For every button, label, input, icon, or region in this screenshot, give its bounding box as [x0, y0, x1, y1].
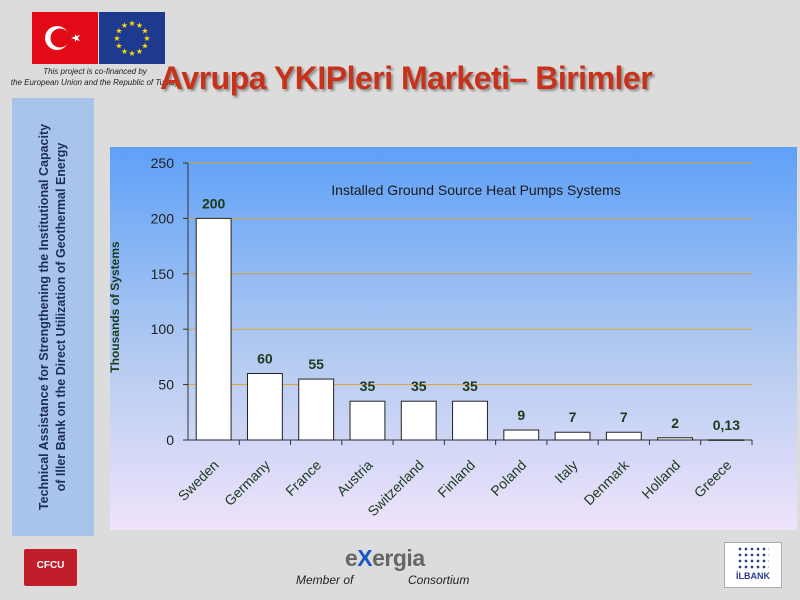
x-tick-label: France — [282, 457, 324, 499]
ilbank-logo-label: İLBANK — [736, 571, 770, 581]
bar-value-label: 9 — [517, 407, 525, 423]
slide-title: Avrupa YKIPleri Marketi– Birimler — [160, 60, 653, 96]
x-tick-label: Germany — [221, 457, 273, 509]
bar — [195, 217, 232, 441]
bar — [554, 431, 591, 441]
bar-value-label: 35 — [462, 378, 478, 394]
exergia-logo: eXergia — [345, 545, 425, 572]
chart-title: Installed Ground Source Heat Pumps Syste… — [331, 182, 620, 198]
turkey-flag-icon — [32, 12, 98, 64]
cofinanced-line-1: This project is co-financed by — [43, 67, 147, 76]
eu-star-icon: ★ — [136, 47, 143, 56]
ilbank-logo: İLBANK — [724, 542, 782, 588]
bar-value-label: 60 — [257, 351, 273, 367]
exergia-logo-e: e — [345, 545, 358, 571]
y-tick-label: 0 — [166, 432, 174, 448]
eu-star-icon: ★ — [128, 19, 135, 28]
bar-value-label: 200 — [202, 195, 226, 211]
eu-star-icon: ★ — [115, 42, 122, 51]
y-tick-label: 150 — [151, 266, 175, 282]
bar-value-label: 2 — [671, 415, 679, 431]
eu-flag-icon: ★ ★ ★ ★ ★ ★ ★ ★ ★ ★ ★ ★ — [99, 12, 165, 64]
eu-star-icon: ★ — [121, 47, 128, 56]
bar — [400, 400, 437, 441]
bar — [298, 378, 335, 441]
x-tick-label: Switzerland — [364, 457, 426, 519]
eu-star-icon: ★ — [113, 34, 120, 43]
exergia-logo-rest: ergia — [372, 545, 425, 571]
eu-star-icon: ★ — [141, 27, 148, 36]
y-tick-label: 250 — [151, 155, 175, 171]
eu-star-icon: ★ — [121, 21, 128, 30]
side-text-line-2: of Iller Bank on the Direct Utilization … — [54, 142, 68, 492]
bar — [503, 429, 540, 441]
y-tick-label: 50 — [158, 377, 174, 393]
bar — [246, 373, 283, 441]
bar-value-label: 7 — [620, 409, 628, 425]
bar — [708, 439, 745, 441]
consortium-label: Consortium — [408, 573, 470, 587]
ilbank-dots-icon — [737, 546, 769, 570]
eu-star-icon: ★ — [128, 49, 135, 58]
cofinanced-note: This project is co-financed by the Europ… — [0, 66, 190, 88]
x-tick-label: Greece — [691, 457, 735, 501]
cfcu-logo: CFCU — [24, 549, 77, 586]
exergia-logo-x: X — [357, 545, 373, 571]
bar-value-label: 35 — [411, 378, 427, 394]
x-tick-label: Sweden — [175, 457, 222, 504]
cfcu-logo-label: CFCU — [36, 560, 65, 571]
side-text-line-1: Technical Assistance for Strengthening t… — [37, 123, 51, 511]
cofinanced-line-2: the European Union and the Republic of T… — [10, 78, 180, 87]
bar — [605, 431, 642, 441]
y-axis-label: Thousands of Systems — [110, 241, 122, 373]
eu-star-icon: ★ — [141, 42, 148, 51]
bar — [349, 400, 386, 441]
x-tick-label: Finland — [434, 457, 478, 501]
member-of-label: Member of — [296, 573, 354, 587]
chart-area: 0 50 100 150 200 250 Thousands of Systems Insta… — [110, 147, 797, 530]
bar-value-label: 55 — [308, 356, 324, 372]
eu-star-icon: ★ — [143, 34, 150, 43]
y-tick-label: 200 — [151, 210, 175, 226]
side-panel: Technical Assistance for Strengthening t… — [12, 98, 94, 536]
x-tick-label: Holland — [638, 457, 683, 502]
x-tick-label: Italy — [551, 457, 580, 486]
bar-value-label: 7 — [569, 409, 577, 425]
x-tick-label: Denmark — [580, 456, 632, 508]
bar-value-label: 0,13 — [713, 417, 740, 433]
bar-chart: 0 50 100 150 200 250 Thousands of Systems Insta… — [110, 155, 753, 519]
y-tick-label: 100 — [151, 321, 175, 337]
side-panel-text: Technical Assistance for Strengthening t… — [36, 107, 70, 527]
bar — [452, 400, 488, 441]
bar-value-label: 35 — [360, 378, 376, 394]
bar — [657, 437, 694, 441]
eu-star-icon: ★ — [115, 27, 122, 36]
x-tick-label: Austria — [333, 457, 375, 499]
eu-star-icon: ★ — [136, 21, 143, 30]
x-tick-label: Poland — [487, 457, 529, 499]
